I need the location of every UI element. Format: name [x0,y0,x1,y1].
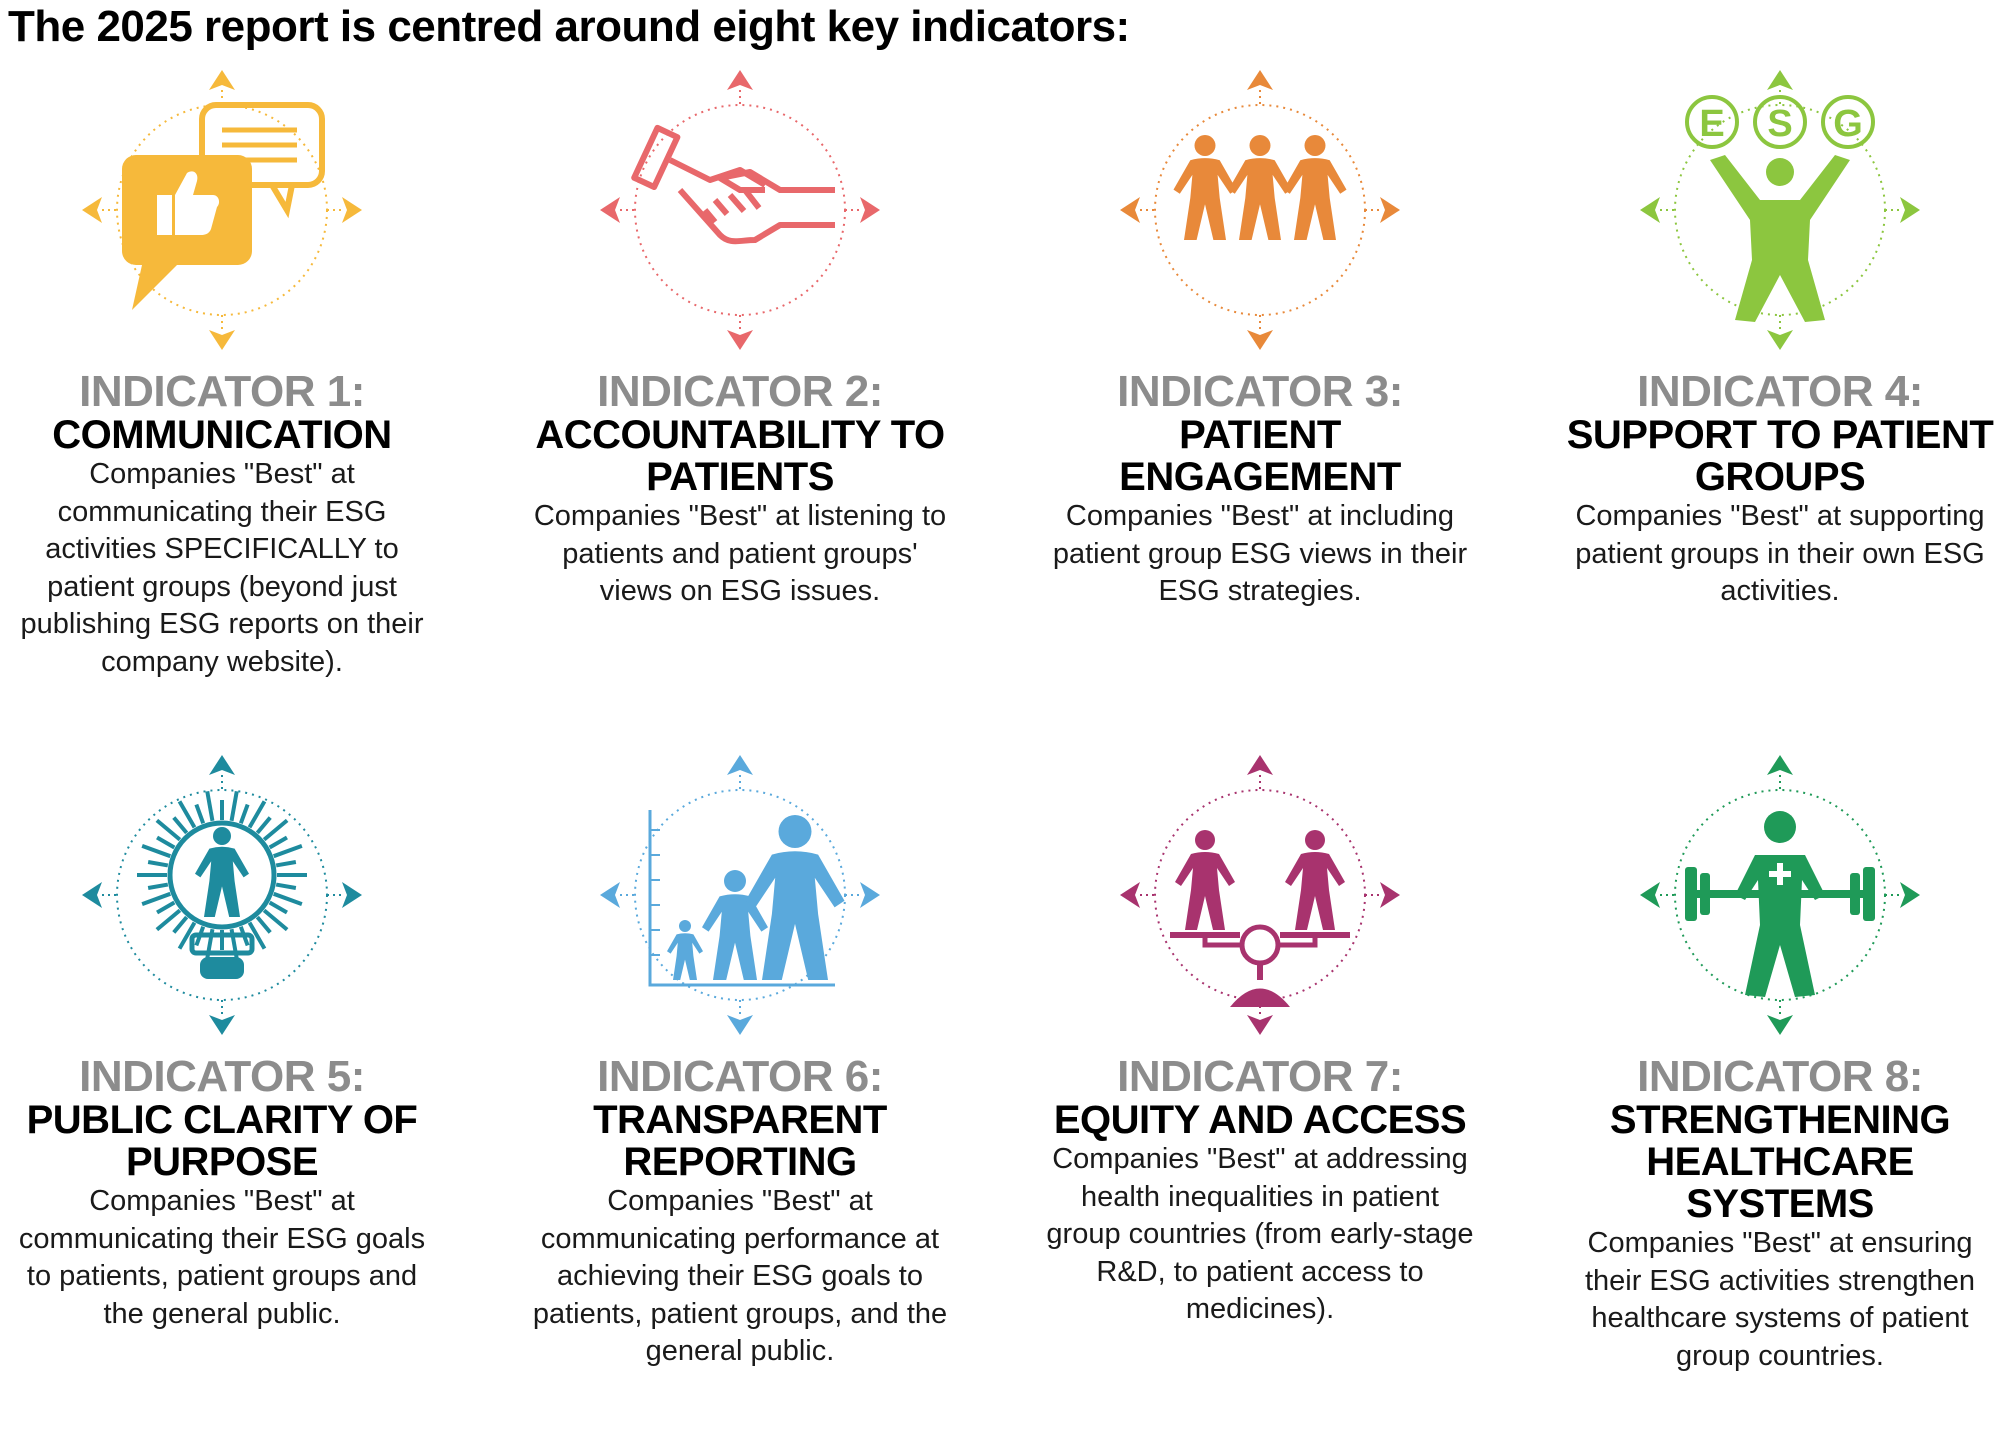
indicator-title: COMMUNICATION [52,413,392,457]
indicator-title: PUBLIC CLARITY OF PURPOSE [26,1098,418,1184]
indicator-card-1: INDICATOR 1: COMMUNICATION Companies "Be… [2,60,442,760]
icon-frame-3 [1110,60,1410,360]
handshake-icon [600,70,880,350]
indicator-title: PATIENT ENGAGEMENT [1119,413,1401,499]
icon-frame-1 [72,60,372,360]
speech-bubbles-thumbs-up-icon [82,70,362,350]
indicator-description: Companies "Best" at communicating their … [20,458,424,678]
indicator-number: INDICATOR 8: [1637,1052,1923,1101]
person-lifting-barbell-icon [1640,755,1920,1035]
indicator-card-7: INDICATOR 7: EQUITY AND ACCESS Companies… [1040,745,1480,1445]
indicator-description: Companies "Best" at addressing health in… [1046,1143,1474,1325]
icon-frame-5 [72,745,372,1045]
indicator-description: Companies "Best" at supporting patient g… [1575,500,1985,607]
svg-text:G: G [1833,103,1863,145]
indicator-description: Companies "Best" at communicating their … [18,1185,426,1330]
indicator-number: INDICATOR 6: [597,1052,883,1101]
icon-frame-2 [590,60,890,360]
page-title: The 2025 report is centred around eight … [8,2,1130,51]
indicator-number: INDICATOR 1: [79,367,365,416]
indicator-title: TRANSPARENT REPORTING [593,1098,887,1184]
balance-scale-people-icon [1120,755,1400,1035]
indicator-number: INDICATOR 2: [597,367,883,416]
indicator-number: INDICATOR 4: [1637,367,1923,416]
person-juggling-esg-icon: E S G [1640,70,1920,350]
indicator-card-6: INDICATOR 6: TRANSPARENT REPORTING Compa… [520,745,960,1445]
growing-people-chart-icon [600,755,880,1035]
indicator-description: Companies "Best" at ensuring their ESG a… [1584,1227,1976,1372]
indicator-description: Companies "Best" at communicating perfor… [532,1185,948,1367]
indicator-title: SUPPORT TO PATIENT GROUPS [1566,413,1994,499]
indicator-number: INDICATOR 7: [1117,1052,1403,1101]
indicator-description: Companies "Best" at including patient gr… [1052,500,1468,607]
indicator-title: ACCOUNTABILITY TO PATIENTS [535,413,945,499]
indicator-number: INDICATOR 5: [79,1052,365,1101]
indicator-card-8: INDICATOR 8: STRENGTHENING HEALTHCARE SY… [1560,745,2000,1445]
svg-text:E: E [1699,103,1724,145]
icon-frame-6 [590,745,890,1045]
svg-text:S: S [1767,103,1792,145]
icon-frame-4: E S G [1630,60,1930,360]
indicator-title: STRENGTHENING HEALTHCARE SYSTEMS [1609,1098,1951,1226]
indicator-card-4: E S G INDICATOR 4: SUPPORT TO PATIENT GR… [1560,60,2000,760]
indicator-title: EQUITY AND ACCESS [1053,1098,1467,1142]
icon-frame-8 [1630,745,1930,1045]
indicator-number: INDICATOR 3: [1117,367,1403,416]
three-people-holding-hands-icon [1120,70,1400,350]
person-in-lightbulb-icon [82,755,362,1035]
indicator-description: Companies "Best" at listening to patient… [533,500,947,607]
indicator-card-5: INDICATOR 5: PUBLIC CLARITY OF PURPOSE C… [2,745,442,1445]
indicator-card-2: INDICATOR 2: ACCOUNTABILITY TO PATIENTS … [520,60,960,760]
icon-frame-7 [1110,745,1410,1045]
indicator-card-3: INDICATOR 3: PATIENT ENGAGEMENT Companie… [1040,60,1480,760]
